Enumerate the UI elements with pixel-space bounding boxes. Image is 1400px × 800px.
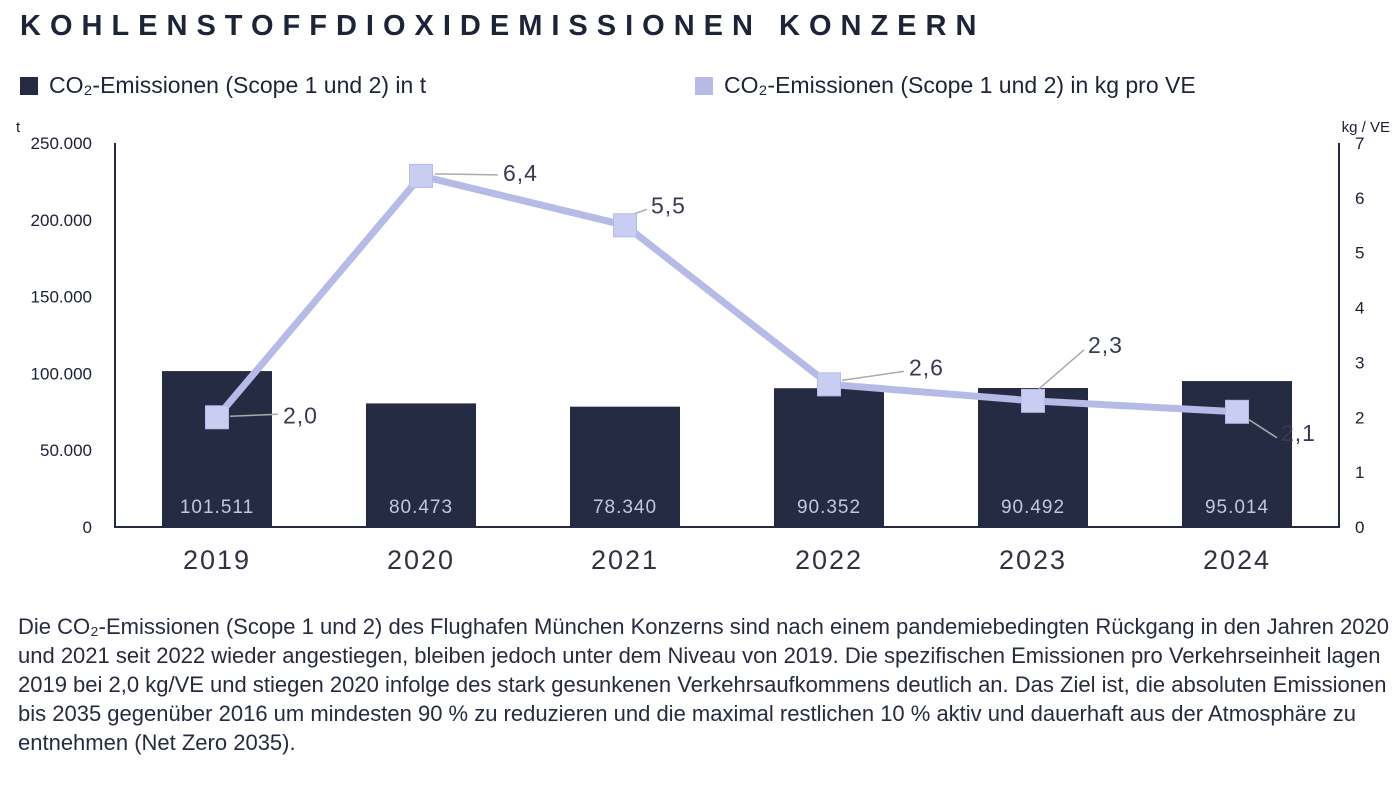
bar (774, 388, 884, 527)
legend-item-absolute-emissions: CO₂-Emissionen (Scope 1 und 2) in t (20, 72, 426, 99)
right-axis-tick-label: 7 (1355, 134, 1364, 153)
legend-label-absolute: CO₂-Emissionen (Scope 1 und 2) in t (49, 72, 427, 98)
category-label: 2022 (795, 545, 863, 575)
data-label-leader-line (1038, 349, 1085, 390)
right-axis-tick-label: 4 (1355, 299, 1364, 318)
right-axis-tick-label: 2 (1355, 408, 1364, 427)
line-marker (613, 213, 637, 238)
line-marker (1225, 399, 1249, 424)
line-marker (817, 372, 841, 397)
left-axis-unit-label: t (16, 119, 21, 136)
data-label-leader-line (1248, 419, 1278, 439)
legend-label-specific: CO₂-Emissionen (Scope 1 und 2) in kg pro… (724, 72, 1196, 98)
bar-value-label: 101.511 (180, 497, 254, 518)
bar-value-label: 90.352 (797, 497, 861, 518)
chart-description: Die CO₂-Emissionen (Scope 1 und 2) des F… (18, 614, 1389, 755)
left-axis-tick-label: 150.000 (31, 288, 92, 307)
bar (366, 403, 476, 527)
right-axis-tick-label: 1 (1355, 463, 1364, 482)
line-series (214, 172, 1238, 420)
line-marker (1021, 388, 1045, 413)
left-axis-tick-label: 200.000 (31, 211, 92, 230)
bar-value-label: 78.340 (593, 497, 657, 518)
category-label: 2020 (387, 545, 455, 575)
bar (570, 406, 680, 527)
line-marker (409, 163, 433, 188)
data-label-leader-line (841, 370, 905, 382)
left-axis-tick-label: 100.000 (31, 364, 92, 383)
line-value-label: 5,5 (651, 192, 686, 218)
data-label-leader-line (229, 413, 279, 418)
right-axis-unit-label: kg / VE (1342, 119, 1390, 136)
line-value-label: 2,0 (283, 402, 318, 428)
category-label: 2024 (1203, 545, 1271, 575)
bar (162, 371, 272, 527)
line-value-label: 2,3 (1088, 332, 1123, 358)
right-axis-tick-label: 0 (1355, 518, 1364, 537)
left-axis-tick-label: 50.000 (40, 441, 92, 460)
right-axis-tick-label: 6 (1355, 189, 1364, 208)
left-axis-tick-label: 250.000 (31, 134, 92, 153)
right-axis-tick-label: 5 (1355, 244, 1364, 263)
line-value-label: 2,1 (1281, 420, 1316, 446)
bar-value-label: 90.492 (1001, 497, 1065, 518)
line-marker (205, 405, 229, 430)
line-value-label: 6,4 (503, 160, 538, 186)
category-label: 2019 (183, 545, 251, 575)
legend-swatch-dark-icon (20, 76, 38, 95)
category-label: 2021 (591, 545, 659, 575)
legend-item-specific-emissions: CO₂-Emissionen (Scope 1 und 2) in kg pro… (695, 72, 1196, 99)
bar-value-label: 80.473 (389, 497, 453, 518)
legend-swatch-light-icon (695, 76, 713, 95)
emissions-chart: 250.000 200.000 150.000 100.000 50.000 0 7 6 5 4 3… (16, 119, 1390, 575)
category-label: 2023 (999, 545, 1067, 575)
right-axis-tick-label: 3 (1355, 353, 1364, 372)
data-label-leader-line (434, 173, 499, 176)
page-title: KOHLENSTOFFDIOXIDEMISSIONEN KONZERN (20, 10, 986, 42)
line-value-label: 2,6 (909, 354, 944, 380)
left-axis-tick-label: 0 (83, 518, 92, 537)
bar-value-label: 95.014 (1205, 497, 1269, 518)
